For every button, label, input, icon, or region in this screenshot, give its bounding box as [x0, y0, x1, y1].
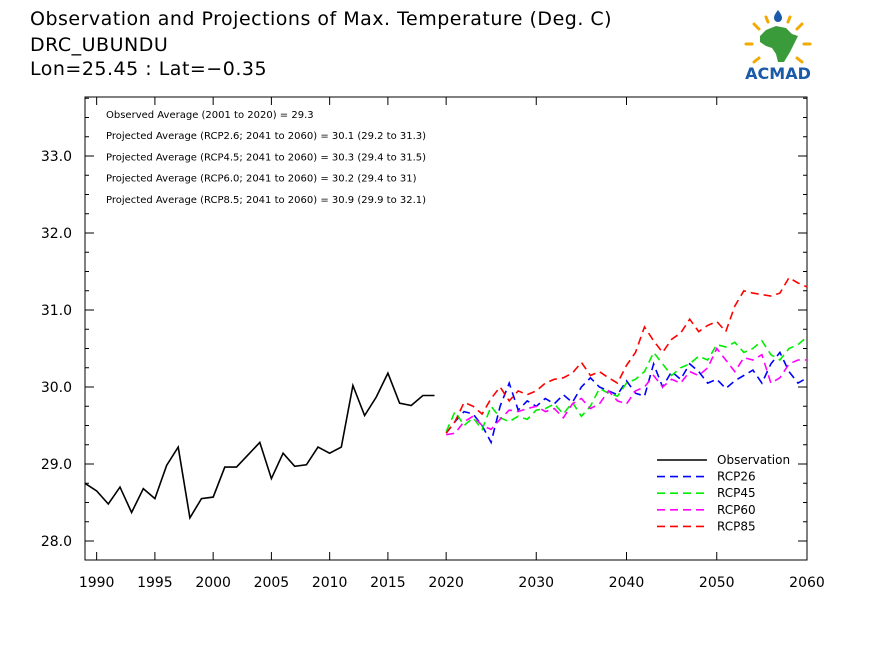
series-group [84, 276, 808, 521]
x-tick-label: 2040 [609, 575, 645, 591]
y-tick-label: 31.0 [41, 303, 72, 319]
legend-label: RCP60 [717, 503, 756, 517]
region-name: DRC_UBUNDU [30, 34, 169, 56]
legend-label: Observation [717, 453, 790, 467]
y-axis: 28.0 29.0 30.0 31.0 32.0 33.0 [41, 97, 807, 550]
x-tick-label: 2050 [699, 575, 735, 591]
plot-frame [84, 96, 808, 561]
legend-label: RCP26 [717, 470, 756, 484]
x-tick-label: 2030 [518, 575, 554, 591]
x-axis: 1990 1995 2000 2005 2010 2015 2020 2030 2040 2050… [79, 97, 825, 591]
x-tick-label: 2060 [789, 575, 825, 591]
logo-text: ACMAD [745, 64, 811, 83]
legend-label: RCP45 [717, 486, 756, 500]
y-tick-label: 32.0 [41, 226, 72, 242]
acmad-logo: ACMAD [736, 8, 820, 84]
coordinates-label: Lon=25.45 : Lat=−0.35 [30, 58, 268, 80]
series-line-rcp26 [445, 350, 808, 445]
annotation-line: Projected Average (RCP4.5; 2041 to 2060)… [106, 152, 426, 163]
x-tick-label: 2015 [370, 575, 406, 591]
annotation-line: Projected Average (RCP2.6; 2041 to 2060)… [106, 131, 426, 142]
annotation-line: Projected Average (RCP6.0; 2041 to 2060)… [106, 174, 417, 185]
series-line-observation [84, 371, 435, 521]
y-tick-label: 30.0 [41, 380, 72, 396]
annotation-line: Observed Average (2001 to 2020) = 29.3 [106, 110, 314, 121]
series-line-rcp85 [445, 276, 808, 434]
x-tick-label: 2000 [195, 575, 231, 591]
chart-title: Observation and Projections of Max. Temp… [30, 8, 613, 30]
annotation-line: Projected Average (RCP8.5; 2041 to 2060)… [106, 195, 426, 206]
x-tick-label: 1995 [137, 575, 173, 591]
y-tick-label: 33.0 [41, 149, 72, 165]
legend-label: RCP85 [717, 519, 756, 533]
annotations: Observed Average (2001 to 2020) = 29.3 Pr… [106, 110, 426, 206]
legend: Observation RCP26 RCP45 RCP60 RCP85 [657, 453, 790, 533]
x-tick-label: 1990 [79, 575, 115, 591]
y-tick-label: 29.0 [41, 457, 72, 473]
x-tick-label: 2020 [428, 575, 464, 591]
africa-sun-logo-icon [744, 10, 812, 64]
x-tick-label: 2005 [254, 575, 290, 591]
series-line-rcp45 [445, 336, 808, 433]
y-tick-label: 28.0 [41, 534, 72, 550]
x-tick-label: 2010 [312, 575, 348, 591]
series-line-rcp60 [446, 346, 807, 436]
